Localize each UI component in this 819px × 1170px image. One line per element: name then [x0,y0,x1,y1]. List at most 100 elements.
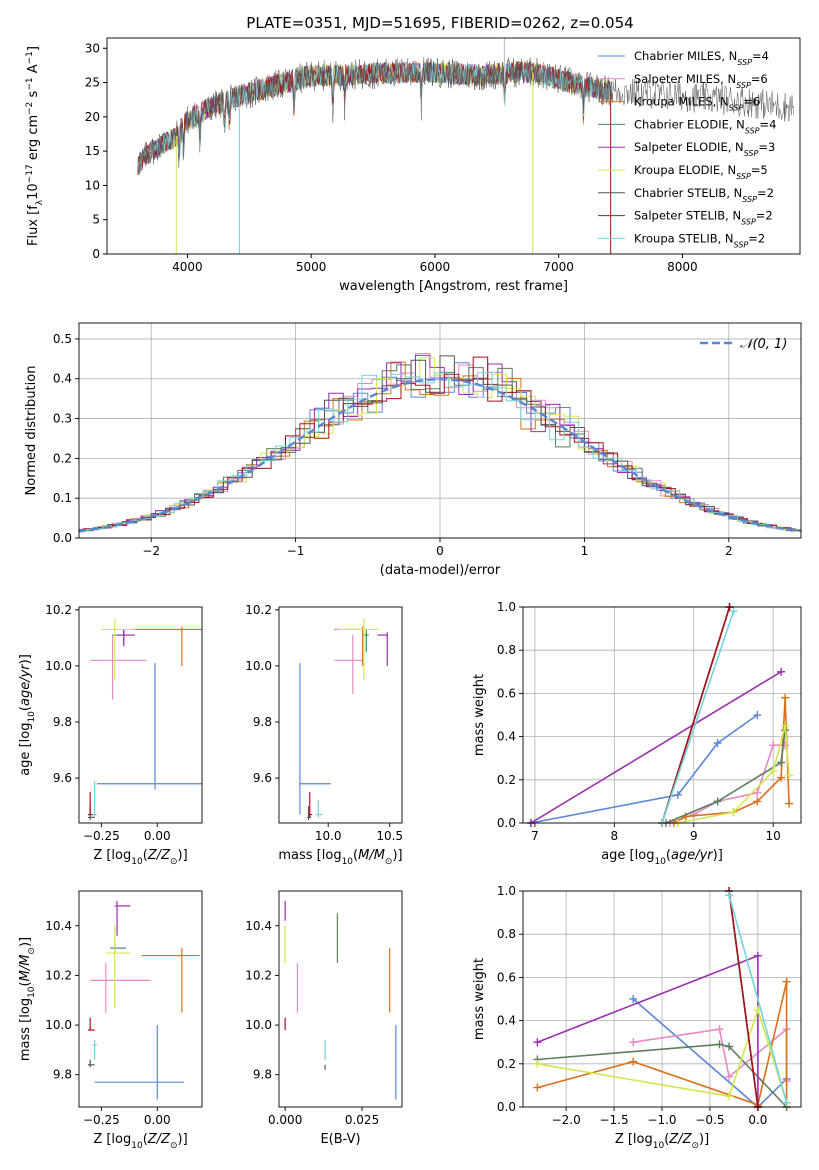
y-tick-label: 9.8 [253,1068,272,1082]
legend-label-text: Salpeter STELIB, N [634,209,741,223]
y-tick-label: 0.0 [497,1100,516,1114]
y-tick-label: 9.6 [53,771,72,785]
x-axis-label: Z [log10(Z/Z⊙)] [93,1132,187,1151]
x-axis-label-part: Z [log [93,848,131,863]
weight_vs_Z-frame [522,890,802,1108]
x-axis-label: mass [log10(M/M⊙)] [278,848,402,867]
weight-series-line [661,606,731,824]
y-tick-label: 5 [92,213,100,227]
y-tick-label: 0.1 [53,491,72,505]
x-axis-label-part: ( [664,1132,669,1147]
y-axis-label-part: )] [18,654,33,664]
y-axis-label-part: ( [18,706,33,711]
x-axis-label-part: ⊙ [385,857,393,867]
weight-series-line [728,890,759,1108]
x-axis-label-part: Z/Z [147,1132,171,1147]
spectrum-lines [137,38,795,254]
legend-label-sub: SSP [741,217,756,226]
weight-series-line [673,697,790,824]
x-tick-label: 0.00 [144,1113,171,1127]
weight-series-line [665,730,786,824]
x-axis-label: Z [log10(Z/Z⊙)] [615,1132,709,1151]
x-axis-label: E(B-V) [320,1132,360,1147]
x-tick-label: −0.5 [695,1113,724,1127]
x-axis-label-part: 10 [131,857,143,867]
x-axis-label-part: ( [143,848,148,863]
x-axis-label-part: )] [713,848,723,863]
y-tick-label: 0.4 [497,1014,516,1028]
y-tick-label: 0.6 [497,970,516,984]
x-axis-label-part: mass [log [278,848,341,863]
legend-label-sub: SSP [729,103,744,112]
x-tick-label: 9 [690,829,698,843]
x-tick-label: 7000 [543,260,574,274]
age_vs_Z-frame [78,606,203,824]
y-axis-label-part: M/M [18,955,33,982]
x-tick-label: −1.5 [599,1113,628,1127]
age_vs_Z-points [87,618,202,821]
x-axis-label-part: ( [666,848,671,863]
legend-label: Salpeter ELODIE, NSSP=3 [634,140,775,158]
y-axis-label: mass weight [472,674,487,756]
y-axis-label: mass weight [472,958,487,1040]
legend-label-text: =6 [751,72,768,86]
x-tick-label: −0.25 [83,829,120,843]
y-tick-label: 10.4 [245,919,272,933]
x-tick-label: 4000 [172,260,203,274]
y-tick-label: 9.8 [53,715,72,729]
x-axis-label-part: )] [699,1132,709,1147]
weight_vs_age-lines [526,603,794,827]
legend-label-text: =2 [757,186,774,200]
y-tick-label: 0.2 [497,773,516,787]
y-tick-label: 10 [85,178,100,192]
weight-series-line [728,895,788,1103]
x-tick-label: −2.0 [552,1113,581,1127]
legend-label-sub: SSP [736,80,751,89]
legend-label-sub: SSP [742,194,757,203]
y-axis-label-part: age [log [18,723,33,776]
y-tick-label: 0.0 [53,531,72,545]
x-axis-label-part: 10 [131,1141,143,1151]
weight_vs_age-frame [522,606,802,824]
residuals-frame [78,322,802,539]
x-axis-label-part: ⊙ [691,1141,699,1151]
y-axis-label-part: 10 [26,183,41,200]
weight-series-line [537,954,759,1107]
normal-reference-curve [79,377,801,533]
x-axis-label-part: Z/Z [147,848,171,863]
legend-label-text: Salpeter MILES, N [634,72,736,86]
y-tick-label: 0.2 [53,451,72,465]
x-tick-label: −2 [142,544,160,558]
x-axis-label-part: 10 [342,857,354,867]
legend-label: Salpeter STELIB, NSSP=2 [634,209,773,227]
x-tick-label: 0.00 [144,829,171,843]
age_vs_mass-points [299,618,388,821]
legend-label-text: Kroupa MILES, N [634,95,729,109]
weight-series-line [530,714,758,824]
mass_vs_Z-frame [78,890,203,1108]
y-axis-label-part: ( [18,981,33,986]
residual-histogram-series [79,372,801,532]
y-tick-label: 0.4 [497,730,516,744]
x-axis-label-part: Z [log [93,1132,131,1147]
x-axis-label-part: ⊙ [170,1141,178,1151]
x-tick-label: 2 [725,544,733,558]
mass_vs_Z-axes: −0.25 0.00 9.8 10.0 10.2 10.4 [45,919,170,1127]
x-axis-label-part: )] [178,848,188,863]
x-tick-label: −1.0 [647,1113,676,1127]
y-tick-label: 10.0 [245,1018,272,1032]
y-axis-label-part: 10 [27,986,37,998]
y-tick-label: 15 [85,144,100,158]
x-axis-label-part: Z [log [615,1132,653,1147]
y-tick-label: 0.0 [497,816,516,830]
y-tick-label: 10.0 [45,659,72,673]
y-tick-label: 0.6 [497,686,516,700]
mass_vs_EBV-axes: 0.000 0.025 9.8 10.0 10.2 10.4 [245,919,379,1127]
residual-histograms [79,353,801,533]
x-axis-label-part: )] [392,848,402,863]
x-axis-label-part: 10 [653,1141,665,1151]
legend-label-sub: SSP [734,240,749,249]
y-axis-label-part: −1 [25,51,35,64]
x-axis-label-part: age [log [601,848,654,863]
